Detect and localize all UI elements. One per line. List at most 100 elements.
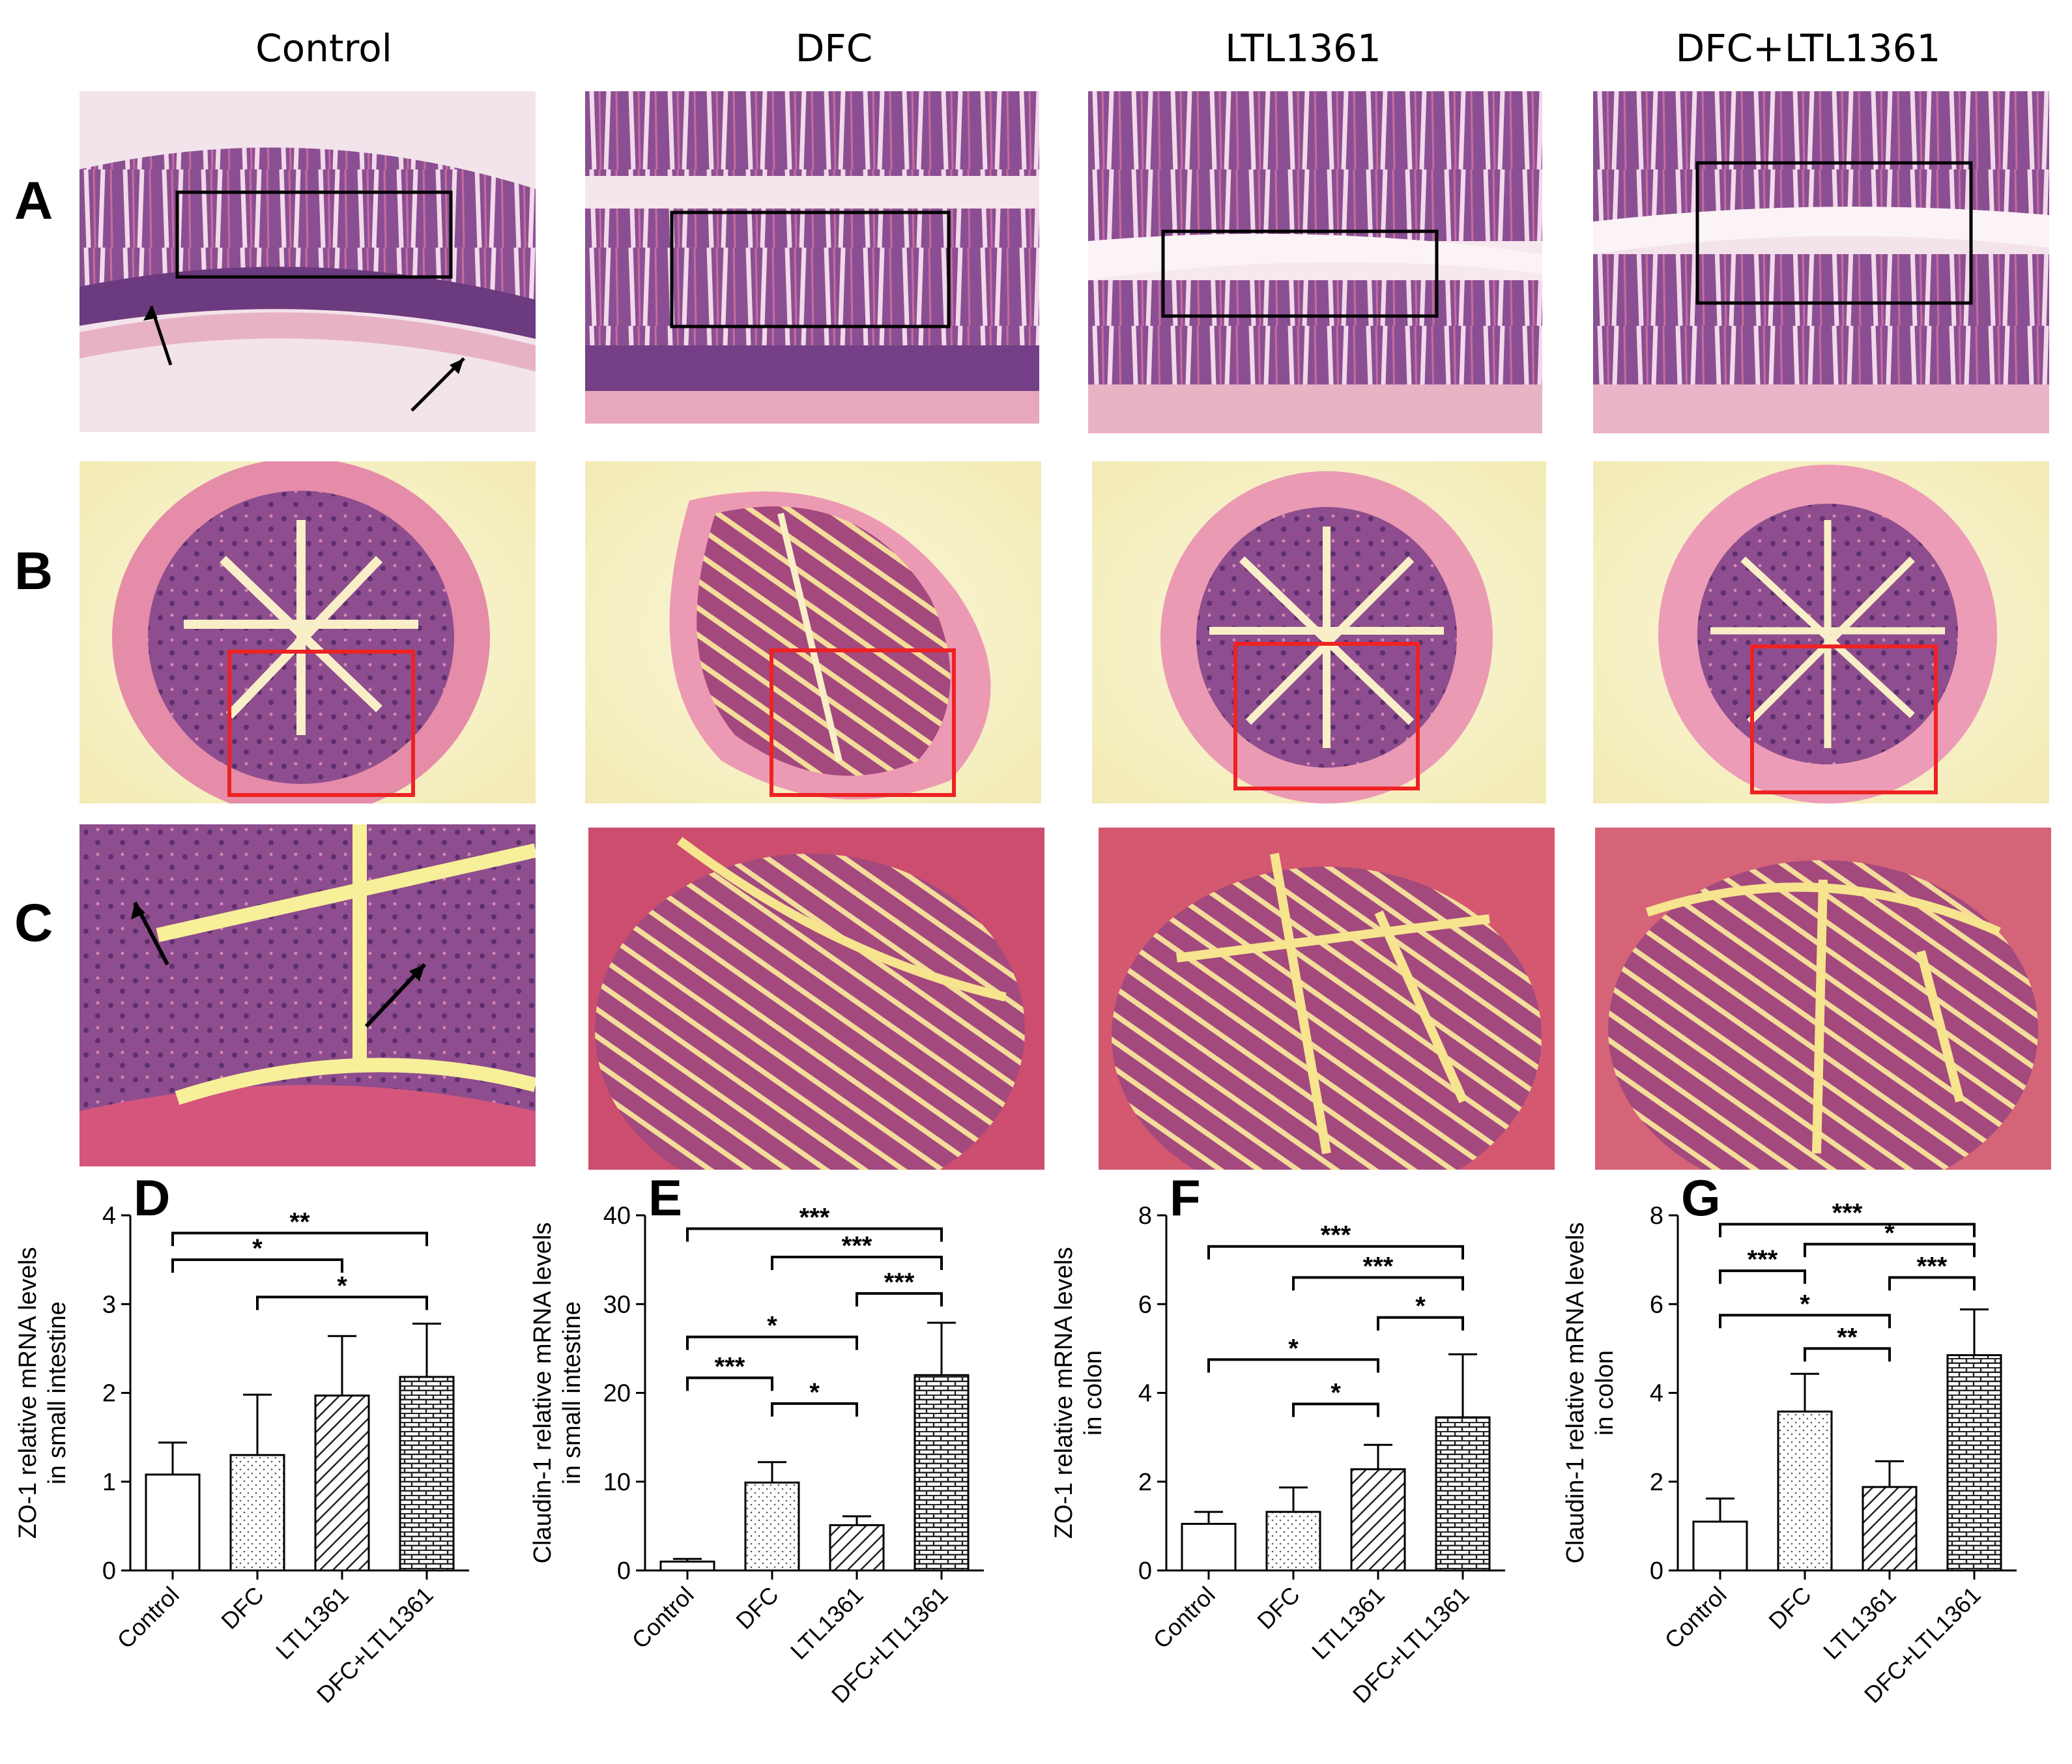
y-tick-label: 30 (603, 1291, 631, 1318)
significance-bracket (256, 1295, 428, 1310)
significance-label: * (252, 1234, 263, 1263)
y-axis-label: Claudin-1 relative mRNA levels (529, 1222, 556, 1564)
micrograph-c-dfc (588, 828, 1044, 1170)
chart-f-svg: F ZO-1 relative mRNA levels in colon 0 2 4 6 8 C… (1050, 1169, 1505, 1708)
significance-bracket (1207, 1245, 1464, 1260)
significance-bracket (1719, 1269, 1806, 1284)
bar (914, 1374, 970, 1572)
bar (1265, 1511, 1321, 1572)
bar (399, 1376, 455, 1572)
y-tick-label: 0 (1650, 1557, 1663, 1585)
column-label-dfc-ltl1361: DFC+LTL1361 (1675, 26, 1941, 70)
y-axis-label: ZO-1 relative mRNA levels (14, 1247, 42, 1539)
significance-bracket (686, 1376, 773, 1391)
micrograph-a-control (79, 91, 536, 432)
y-tick-label: 8 (1650, 1202, 1663, 1230)
bar (1692, 1520, 1748, 1572)
significance-label: *** (799, 1203, 830, 1232)
bar (145, 1473, 201, 1572)
significance-label: *** (1321, 1221, 1351, 1250)
significance-label: *** (1917, 1252, 1948, 1280)
significance-bracket (1377, 1316, 1464, 1331)
column-label-control: Control (255, 26, 392, 70)
x-tick-label: Control (1148, 1582, 1220, 1654)
y-tick-label: 2 (1138, 1469, 1152, 1496)
micrograph-b-control (79, 461, 536, 803)
significance-label: * (1415, 1292, 1426, 1321)
bar (314, 1395, 370, 1572)
micrograph-b-dfc-ltl1361 (1593, 461, 2049, 803)
y-tick-label: 20 (603, 1380, 631, 1408)
y-tick-label: 0 (617, 1557, 631, 1585)
significance-label: *** (715, 1352, 745, 1381)
panel-letter: G (1681, 1169, 1721, 1226)
bar (1350, 1468, 1406, 1572)
x-tick-label: Control (112, 1582, 184, 1654)
significance-bracket (171, 1232, 428, 1247)
significance-bracket (171, 1258, 343, 1273)
significance-label: * (809, 1378, 820, 1407)
significance-label: * (337, 1271, 347, 1300)
bar (229, 1454, 285, 1572)
micrograph-a-ltl1361 (1088, 91, 1542, 433)
significance-label: *** (1832, 1199, 1863, 1228)
y-tick-label: 0 (102, 1557, 116, 1585)
bar (1946, 1354, 2002, 1572)
significance-bracket (856, 1292, 943, 1307)
micrograph-a-dfc-ltl1361 (1593, 91, 2049, 433)
significance-bracket (1804, 1347, 1891, 1362)
bar (1862, 1486, 1918, 1572)
y-axis-label: in small intestine (558, 1301, 586, 1484)
x-tick-label: Control (627, 1582, 699, 1654)
y-tick-label: 1 (102, 1469, 116, 1496)
chart-g-svg: G Claudin-1 relative mRNA levels in colon 0… (1562, 1169, 2017, 1708)
x-tick-label: LTL1361 (270, 1582, 354, 1665)
y-tick-label: 2 (1650, 1469, 1663, 1496)
bar (1777, 1410, 1833, 1572)
y-tick-label: 10 (603, 1469, 631, 1496)
x-tick-label: Control (1660, 1582, 1732, 1654)
significance-bracket (1292, 1276, 1464, 1291)
significance-bracket (686, 1227, 943, 1242)
micrograph-a-dfc (585, 91, 1039, 424)
significance-label: * (767, 1312, 777, 1340)
x-tick-label: LTL1361 (785, 1582, 869, 1665)
significance-label: * (1884, 1219, 1895, 1247)
significance-label: * (1800, 1290, 1810, 1318)
panel-letter: E (648, 1169, 682, 1226)
significance-label: * (1288, 1334, 1299, 1363)
y-tick-label: 0 (1138, 1557, 1152, 1585)
y-tick-label: 4 (102, 1202, 116, 1230)
y-axis-label: Claudin-1 relative mRNA levels (1562, 1222, 1589, 1564)
significance-bracket (686, 1335, 858, 1350)
chart-d-svg: D ZO-1 relative mRNA levels in small intes… (14, 1169, 469, 1708)
bar (1181, 1522, 1237, 1572)
bar (1435, 1416, 1491, 1572)
y-axis-label: in colon (1080, 1350, 1107, 1436)
x-tick-label: DFC (216, 1582, 268, 1634)
significance-label: *** (1748, 1245, 1778, 1274)
significance-label: ** (1837, 1323, 1858, 1352)
y-tick-label: 3 (102, 1291, 116, 1318)
column-label-dfc: DFC (795, 26, 873, 70)
significance-bracket (1888, 1276, 1976, 1291)
x-tick-label: LTL1361 (1306, 1582, 1390, 1665)
significance-bracket (1719, 1314, 1891, 1329)
y-tick-label: 6 (1138, 1291, 1152, 1318)
significance-label: *** (842, 1232, 872, 1260)
x-tick-label: DFC (1763, 1582, 1816, 1634)
row-label-b: B (14, 542, 53, 601)
bar (829, 1524, 885, 1572)
significance-label: *** (1363, 1252, 1394, 1280)
significance-label: ** (289, 1207, 310, 1236)
significance-label: * (1331, 1379, 1341, 1408)
y-tick-label: 4 (1650, 1380, 1663, 1408)
chart-g-claudin1-colon: G Claudin-1 relative mRNA levels in colon 0… (1547, 1166, 2056, 1764)
panel-letter: F (1170, 1169, 1201, 1226)
bar (744, 1481, 800, 1572)
significance-bracket (1804, 1243, 1976, 1258)
row-label-a: A (14, 171, 53, 231)
significance-bracket (1292, 1402, 1379, 1417)
y-axis-label: in small intestine (44, 1301, 71, 1484)
y-tick-label: 6 (1650, 1291, 1663, 1318)
